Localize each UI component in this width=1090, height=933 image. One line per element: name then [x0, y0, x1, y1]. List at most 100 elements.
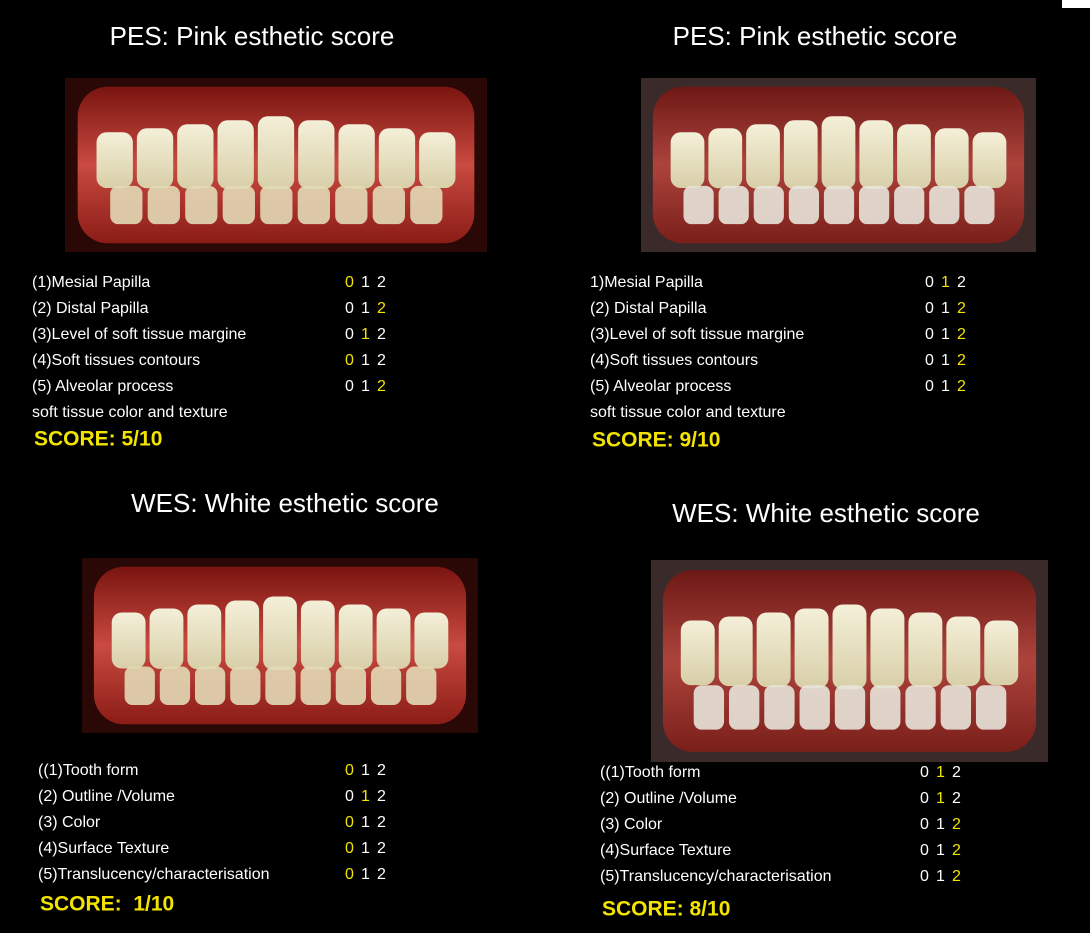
upper-tooth [908, 612, 942, 687]
total-score: SCORE: 5/10 [34, 428, 162, 451]
total-score: SCORE: 9/10 [592, 429, 720, 452]
criterion-label: ((1)Tooth form [38, 762, 138, 779]
lower-tooth [223, 186, 255, 224]
score-option: 2 [957, 274, 966, 291]
criterion-label: (2) Distal Papilla [590, 300, 707, 317]
score-option: 2 [377, 352, 386, 369]
panel-title: WES: White esthetic score [672, 498, 980, 528]
upper-tooth [377, 609, 411, 669]
score-option: 2 [957, 326, 966, 343]
lower-tooth [870, 685, 900, 729]
lower-tooth [195, 667, 225, 706]
criterion-label: (4)Surface Texture [38, 840, 169, 857]
lower-tooth [185, 186, 217, 224]
slide: PES: Pink esthetic score(1)Mesial Papill… [0, 0, 1090, 933]
score-option: 1 [941, 352, 950, 369]
upper-tooth [177, 124, 213, 188]
lower-tooth [406, 667, 436, 706]
criterion-label: (4)Surface Texture [600, 842, 731, 859]
score-option: 1 [936, 842, 945, 859]
criterion-label: (1)Mesial Papilla [32, 274, 150, 291]
score-option: 1 [936, 868, 945, 885]
lower-tooth [859, 186, 889, 224]
score-option: 2 [377, 274, 386, 291]
lower-tooth [373, 186, 405, 224]
score-option: 1 [361, 866, 370, 883]
criterion-label: (3) Color [600, 816, 663, 833]
lower-tooth [800, 685, 830, 729]
upper-tooth [833, 604, 867, 689]
lower-tooth [719, 186, 749, 224]
upper-tooth [719, 616, 753, 686]
score-option: 1 [361, 788, 370, 805]
photo [641, 78, 1036, 252]
score-option: 1 [361, 814, 370, 831]
lower-tooth [929, 186, 959, 224]
score-option: 1 [361, 840, 370, 857]
score-option: 1 [941, 326, 950, 343]
score-option: 1 [361, 326, 370, 343]
score-option: 2 [957, 378, 966, 395]
lower-tooth [729, 685, 759, 729]
score-option: 2 [952, 764, 961, 781]
lower-tooth [230, 667, 260, 706]
score-option: 0 [345, 762, 354, 779]
score-option: 0 [345, 378, 354, 395]
upper-tooth [225, 601, 259, 670]
upper-tooth [984, 620, 1018, 685]
photo [651, 560, 1048, 762]
upper-tooth [757, 612, 791, 687]
lower-tooth [125, 667, 155, 706]
score-option: 2 [377, 840, 386, 857]
total-score: SCORE: 1/10 [40, 893, 174, 916]
score-option: 1 [361, 274, 370, 291]
criterion-label: (3)Level of soft tissue margine [32, 326, 246, 343]
criterion-label: (2) Distal Papilla [32, 300, 149, 317]
upper-tooth [339, 605, 373, 670]
upper-tooth [822, 116, 856, 189]
criterion-label: (5) Alveolar process [32, 378, 173, 395]
score-option: 1 [361, 762, 370, 779]
criterion-label: (5) Alveolar process [590, 378, 731, 395]
upper-tooth [150, 609, 184, 669]
criterion-label: (4)Soft tissues contours [32, 352, 200, 369]
lower-tooth [298, 186, 330, 224]
score-option: 2 [952, 842, 961, 859]
upper-tooth [946, 616, 980, 686]
score-option: 1 [936, 790, 945, 807]
criterion-label: (2) Outline /Volume [38, 788, 175, 805]
criterion-label: (3)Level of soft tissue margine [590, 326, 804, 343]
score-option: 1 [936, 764, 945, 781]
score-option: 0 [920, 764, 929, 781]
lower-tooth [754, 186, 784, 224]
lower-tooth [824, 186, 854, 224]
score-option: 0 [345, 866, 354, 883]
lower-tooth [371, 667, 401, 706]
upper-tooth [258, 116, 294, 189]
lower-tooth [789, 186, 819, 224]
criterion-note: soft tissue color and texture [32, 404, 228, 421]
upper-tooth [746, 124, 780, 188]
lower-tooth [336, 667, 366, 706]
criterion-label: (2) Outline /Volume [600, 790, 737, 807]
lower-tooth [301, 667, 331, 706]
upper-tooth [784, 120, 818, 189]
upper-tooth [218, 120, 254, 189]
score-option: 2 [952, 816, 961, 833]
score-option: 1 [361, 352, 370, 369]
score-option: 1 [941, 274, 950, 291]
score-option: 0 [920, 868, 929, 885]
upper-tooth [263, 597, 297, 671]
lower-tooth [905, 685, 935, 729]
lower-tooth [335, 186, 367, 224]
upper-tooth [935, 128, 969, 188]
score-option: 0 [920, 790, 929, 807]
score-option: 0 [925, 274, 934, 291]
lower-tooth [976, 685, 1006, 729]
photo [65, 78, 487, 252]
score-option: 1 [941, 300, 950, 317]
score-option: 2 [377, 326, 386, 343]
score-option: 0 [925, 326, 934, 343]
score-option: 0 [925, 352, 934, 369]
score-option: 2 [377, 762, 386, 779]
